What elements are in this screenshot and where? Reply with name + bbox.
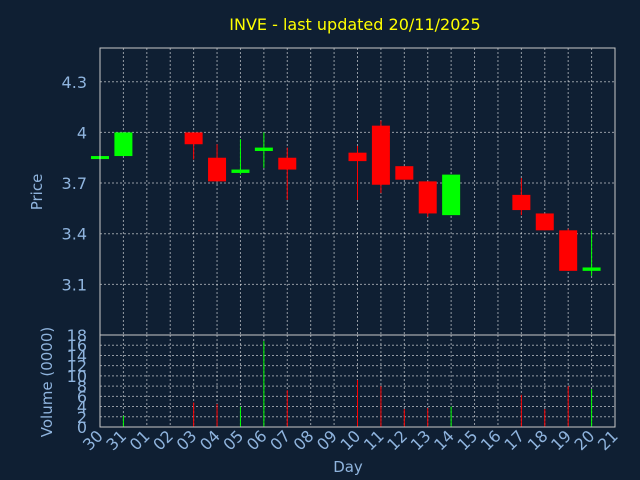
price-tick-label: 3.7 [62,174,87,193]
price-tick-label: 4.3 [62,73,87,92]
price-tick-label: 4 [77,123,87,142]
volume-tick-label: 2 [77,408,87,427]
candle-body [442,174,461,216]
volume-panel-frame [99,334,616,428]
candle-body [582,267,601,271]
candle-body [184,132,203,145]
candle-body [535,213,554,231]
volume-tick-label: 12 [67,357,87,376]
price-tick-label: 3.1 [62,275,87,294]
x-tick-label: 21 [594,426,622,454]
volume-tick-label: 10 [67,367,87,386]
volume-tick-label: 8 [77,377,87,396]
volume-axis-title: Volume (0000) [38,327,56,437]
candle-body [254,147,273,151]
ticks-layer: 3.13.43.744.3024681012141618303101020304… [62,73,622,454]
candle-body [371,125,390,185]
candle-body [114,132,133,157]
volume-tick-label: 6 [77,387,87,406]
candle-body [418,181,437,214]
candle-body [208,157,227,182]
volume-tick-label: 16 [67,336,87,355]
x-axis-title: Day [333,458,363,476]
candle-body [348,152,367,162]
frames-layer [99,47,616,428]
price-axis-title: Price [28,174,46,211]
candle-body [278,157,297,170]
price-tick-label: 3.4 [62,225,87,244]
volume-tick-label: 14 [67,346,87,365]
marks-layer [91,120,601,427]
candle-body [231,169,250,173]
volume-tick-label: 18 [67,326,87,345]
candle-body [512,194,531,211]
candle-body [559,230,578,271]
volume-tick-label: 0 [77,418,87,437]
grid-layer [99,48,616,428]
candle-body [395,166,414,180]
volume-tick-label: 4 [77,398,87,417]
chart-title: INVE - last updated 20/11/2025 [229,15,480,34]
